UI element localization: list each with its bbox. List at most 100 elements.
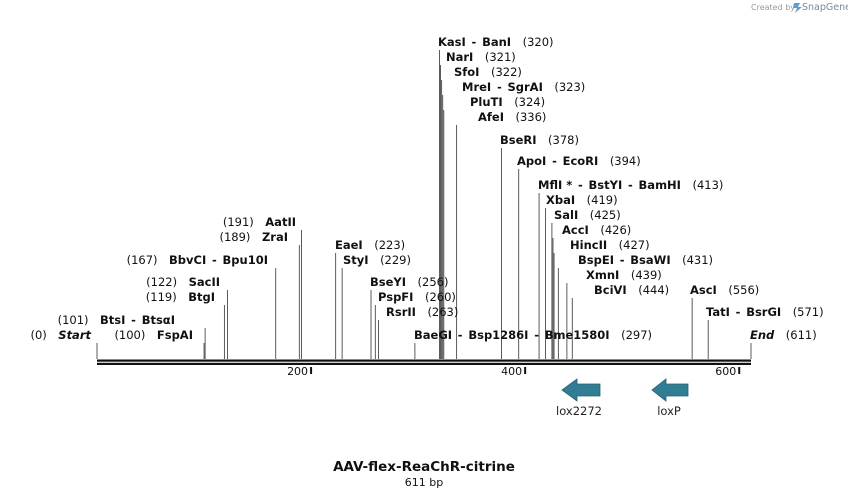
enzyme-xmni[interactable]: XmnI (439) — [586, 268, 662, 282]
site-position: (189) — [220, 230, 251, 244]
enzyme-name: RsrII — [386, 305, 416, 319]
enzyme-label-sacii: (122) SacII — [146, 275, 220, 289]
enzyme-label-rsrii: RsrII (263) — [386, 305, 458, 319]
enzyme-label-kasi: KasI - BanI (320) — [438, 35, 554, 49]
enzyme-styi[interactable]: StyI (229) — [343, 253, 411, 267]
site-position: (324) — [514, 95, 545, 109]
site-position: (223) — [374, 238, 405, 252]
enzyme-separator: - — [466, 35, 482, 49]
enzyme-separator: - — [614, 253, 630, 267]
enzyme-acci[interactable]: AccI (426) — [562, 223, 631, 237]
enzyme-name: XmnI — [586, 268, 619, 282]
feature-lox2272[interactable]: lox2272 — [556, 378, 602, 418]
enzyme-sacii[interactable]: (122) SacII — [146, 275, 220, 289]
enzyme-name: EaeI — [335, 238, 363, 252]
enzyme-name: SfoI — [454, 65, 479, 79]
enzyme-name: FspAI — [157, 328, 193, 342]
enzyme-label-sali: SalI (425) — [554, 208, 621, 222]
enzyme-btsi[interactable]: (101) BtsI - BtsαI — [58, 313, 175, 327]
map-title: AAV-flex-ReaChR-citrine — [333, 459, 515, 475]
enzyme-separator: - — [452, 328, 468, 342]
site-position: (322) — [491, 65, 522, 79]
enzyme-rsrii[interactable]: RsrII (263) — [386, 305, 458, 319]
enzyme-zrai[interactable]: (189) ZraI — [220, 230, 289, 244]
enzyme-label-btsi: (101) BtsI - BtsαI — [58, 313, 175, 327]
enzyme-apoi[interactable]: ApoI - EcoRI (394) — [517, 154, 641, 168]
enzyme-bseri[interactable]: BseRI (378) — [500, 133, 579, 147]
enzyme-fspai[interactable]: (100) FspAI — [114, 328, 193, 342]
enzyme-name: TatI — [706, 305, 730, 319]
enzyme-name: AscI — [690, 283, 717, 297]
enzyme-name: MreI — [462, 80, 491, 94]
enzyme-mfli[interactable]: MflI * - BstYI - BamHI (413) — [538, 178, 723, 192]
terminal-name: Start — [58, 328, 91, 342]
enzyme-sali[interactable]: SalI (425) — [554, 208, 621, 222]
enzyme-label-bseyi: BseYI (256) — [370, 275, 448, 289]
axis-tick-label-600: 600 — [715, 365, 736, 378]
enzyme-btgi[interactable]: (119) BtgI — [146, 290, 215, 304]
site-position: (191) — [223, 215, 254, 229]
enzyme-bspei[interactable]: BspEI - BsaWI (431) — [578, 253, 713, 267]
terminal-label-end: End (611) — [750, 328, 817, 342]
enzyme-name: SgrAI — [507, 80, 542, 94]
feature-loxp[interactable]: loxP — [651, 378, 689, 418]
enzyme-site-lines — [96, 50, 752, 359]
site-position: (611) — [786, 328, 817, 342]
site-position: (419) — [587, 193, 618, 207]
site-position: (256) — [418, 275, 449, 289]
site-position: (413) — [692, 178, 723, 192]
enzyme-separator: - — [546, 154, 562, 168]
site-position: (336) — [515, 110, 546, 124]
enzyme-label-nari: NarI (321) — [446, 50, 516, 64]
enzyme-name: BtgI — [188, 290, 215, 304]
enzyme-baegi[interactable]: BaeGI - Bsp1286I - Bme1580I (297) — [414, 328, 652, 342]
site-position: (439) — [631, 268, 662, 282]
site-position: (394) — [610, 154, 641, 168]
site-position: (260) — [425, 290, 456, 304]
enzyme-bseyi[interactable]: BseYI (256) — [370, 275, 448, 289]
site-position: (263) — [427, 305, 458, 319]
enzyme-nari[interactable]: NarI (321) — [446, 50, 516, 64]
enzyme-name: Bpu10I — [223, 253, 268, 267]
enzyme-bbvci[interactable]: (167) BbvCI - Bpu10I — [127, 253, 268, 267]
enzyme-pluti[interactable]: PluTI (324) — [470, 95, 545, 109]
enzyme-sfoi[interactable]: SfoI (322) — [454, 65, 522, 79]
site-position: (229) — [380, 253, 411, 267]
enzyme-name: BanI — [482, 35, 511, 49]
site-position: (571) — [793, 305, 824, 319]
site-position: (427) — [619, 238, 650, 252]
enzyme-name: AccI — [562, 223, 589, 237]
enzyme-label-apoi: ApoI - EcoRI (394) — [517, 154, 641, 168]
enzyme-name: SalI — [554, 208, 578, 222]
enzyme-name: XbaI — [546, 193, 575, 207]
enzyme-label-bcivi: BciVI (444) — [594, 283, 669, 297]
enzyme-asci[interactable]: AscI (556) — [690, 283, 759, 297]
enzyme-name: BbvCI — [169, 253, 206, 267]
enzyme-separator: - — [528, 328, 544, 342]
enzyme-name: HincII — [570, 238, 607, 252]
enzyme-hincii[interactable]: HincII (427) — [570, 238, 650, 252]
enzyme-xbai[interactable]: XbaI (419) — [546, 193, 618, 207]
enzyme-afei[interactable]: AfeI (336) — [478, 110, 546, 124]
loxp-label: loxP — [657, 404, 681, 418]
enzyme-bcivi[interactable]: BciVI (444) — [594, 283, 669, 297]
enzyme-label-mrei: MreI - SgrAI (323) — [462, 80, 585, 94]
enzyme-name: BtsαI — [142, 313, 175, 327]
sequence-length: 611 bp — [405, 476, 443, 489]
enzyme-label-btgi: (119) BtgI — [146, 290, 215, 304]
enzyme-mrei[interactable]: MreI - SgrAI (323) — [462, 80, 585, 94]
enzyme-label-baegi: BaeGI - Bsp1286I - Bme1580I (297) — [414, 328, 652, 342]
enzyme-aatii[interactable]: (191) AatII — [223, 215, 296, 229]
enzyme-kasi[interactable]: KasI - BanI (320) — [438, 35, 554, 49]
enzyme-label-styi: StyI (229) — [343, 253, 411, 267]
enzyme-tati[interactable]: TatI - BsrGI (571) — [706, 305, 824, 319]
enzyme-pspfi[interactable]: PspFI (260) — [378, 290, 456, 304]
enzyme-eaei[interactable]: EaeI (223) — [335, 238, 405, 252]
site-position: (320) — [523, 35, 554, 49]
enzyme-separator: - — [622, 178, 638, 192]
enzyme-name: EcoRI — [563, 154, 599, 168]
enzyme-name: PspFI — [378, 290, 413, 304]
site-position: (101) — [58, 313, 89, 327]
